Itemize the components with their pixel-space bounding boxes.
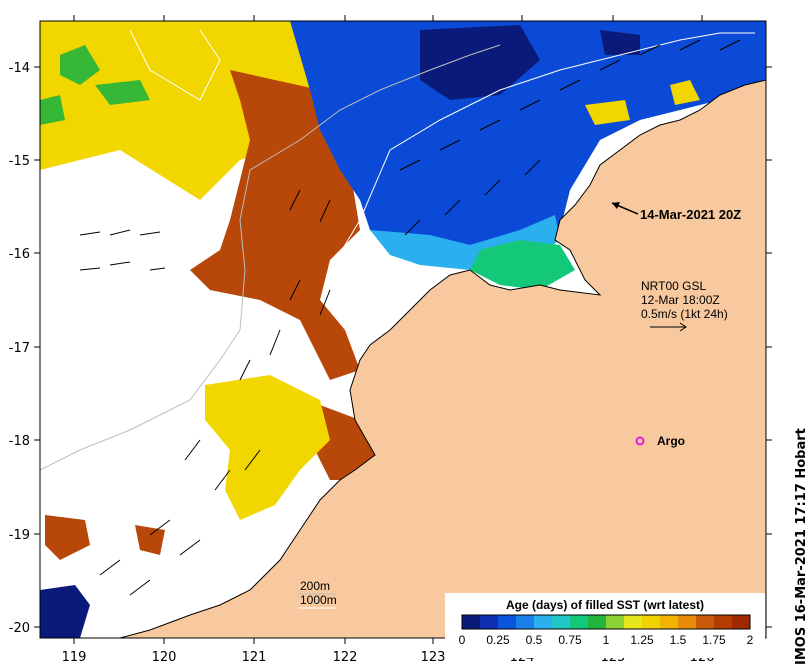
colorbar-swatch [480,615,499,629]
isobath-200m [40,44,501,471]
green-speckle-region [40,45,150,125]
dark-blue-patch [420,25,640,100]
x-tick-label: 121 [242,650,267,665]
colorbar-swatch [570,615,589,629]
colorbar-title: Age (days) of filled SST (wrt latest) [506,598,704,612]
colorbar-tick-label: 0.5 [526,633,543,647]
y-tick-label: -14 [9,61,30,76]
y-tick-label: -16 [9,247,30,262]
colorbar-swatch [552,615,571,629]
colorbar-tick-label: 0 [459,633,466,647]
credit-text: IMOS 16-Mar-2021 17:17 Hobart [776,400,809,670]
y-tick-label: -15 [9,154,30,169]
colorbar-swatches [462,615,751,629]
colorbar-tick-label: 0.25 [486,633,510,647]
colorbar-swatch [462,615,481,629]
x-tick-label: 120 [152,650,177,665]
map-area [40,21,766,638]
current-info-line2: 12-Mar 18:00Z [641,293,720,307]
colorbar-swatch [660,615,679,629]
colorbar-swatch [642,615,661,629]
reference-current-arrow [650,322,687,332]
argo-label: Argo [657,434,685,448]
y-tick-label: -19 [9,528,30,543]
land-mass [120,80,766,638]
yellow-sst-south [205,375,330,520]
y-axis-labels: -14 -15 -16 -17 -18 -19 -20 [9,61,30,636]
colorbar-tick-label: 1.75 [702,633,726,647]
current-info-line3: 0.5m/s (1kt 24h) [641,307,728,321]
swath-time-label: 14-Mar-2021 20Z [640,207,741,222]
map-frame [39,20,767,639]
colorbar-tick-label: 2 [747,633,754,647]
colorbar-tick-label: 1 [603,633,610,647]
y-tick-label: -18 [9,434,30,449]
colorbar-tick-label: 1.25 [630,633,654,647]
navy-sw-corner [40,585,90,638]
argo-marker [635,436,645,446]
isobath-1000m [329,32,755,271]
colorbar-swatch [714,615,733,629]
colorbar-swatch [732,615,751,629]
isobath-1000m-label: 1000m [300,593,337,607]
swath-pointer-head [612,202,620,209]
y-tick-label: -20 [9,621,30,636]
gulf-peninsula [430,300,505,395]
colorbar-frame [461,614,751,630]
colorbar-swatch [606,615,625,629]
isobath-1000m-west [129,29,221,101]
x-tick-label: 122 [333,650,358,665]
y-tick-label: -17 [9,341,30,356]
colorbar-swatch [588,615,607,629]
brown-sst-region [190,70,360,380]
colorbar-swatch [678,615,697,629]
credit-label: IMOS 16-Mar-2021 17:17 Hobart [794,428,809,665]
colorbar-tick-label: 1.5 [670,633,687,647]
x-tick-label: 123 [421,650,446,665]
green-nearshore [470,240,575,290]
isobath-200m-label: 200m [300,579,330,593]
coastline [119,79,766,638]
axis-ticks [34,15,772,644]
isobath-legend: 200m 1000m [298,579,337,609]
colorbar-ticks: 0 0.25 0.5 0.75 1 1.25 1.5 1.75 2 [459,633,754,647]
colorbar-swatch [498,615,517,629]
x-tick-label: 119 [62,650,87,665]
blue-sst-region [290,21,766,255]
current-info-line1: NRT00 GSL [641,279,706,293]
yellow-sst-region [40,21,330,200]
colorbar-swatch [624,615,643,629]
colorbar-swatch [534,615,553,629]
colorbar-tick-label: 0.75 [558,633,582,647]
brown-speckle-sw [45,515,165,560]
colorbar-swatch [696,615,715,629]
colorbar-swatch [516,615,535,629]
current-vectors [79,39,741,596]
